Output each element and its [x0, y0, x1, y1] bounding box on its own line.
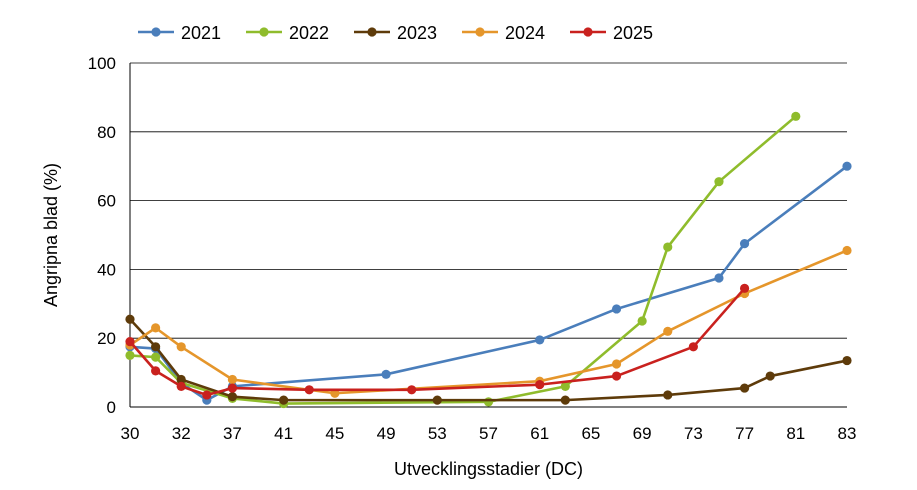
legend-label: 2023 [397, 23, 437, 43]
x-tick-label: 83 [838, 424, 857, 443]
data-point [765, 371, 775, 381]
series-2023 [125, 314, 852, 405]
data-point [714, 177, 724, 187]
x-tick-label: 37 [223, 424, 242, 443]
data-point [125, 350, 135, 360]
data-point [279, 395, 289, 405]
data-point [407, 385, 417, 395]
x-tick-label: 53 [428, 424, 447, 443]
data-point [688, 342, 698, 352]
series-layer [125, 111, 852, 409]
y-tick-label: 40 [97, 260, 116, 279]
data-point [739, 283, 750, 293]
series-2024 [125, 245, 852, 398]
data-point [611, 304, 622, 314]
series-line [129, 115, 797, 405]
legend: 2021 2022 2023 2024 2025 [138, 23, 653, 43]
data-point [432, 395, 442, 405]
legend-item: 2024 [462, 23, 545, 43]
series-2021 [125, 161, 852, 405]
series-line [129, 165, 848, 402]
legend-item: 2021 [138, 23, 221, 43]
axes: 0 20 40 60 80 100 30 32 37 41 45 49 53 57 61 65 69 73 77 81… [88, 54, 857, 443]
x-axis-title: Utvecklingsstadier (DC) [394, 459, 583, 479]
x-tick-label: 41 [274, 424, 293, 443]
gridlines [130, 62, 847, 408]
y-tick-label: 60 [97, 192, 116, 211]
data-point [202, 390, 212, 400]
x-tick-label: 57 [479, 424, 498, 443]
data-point [535, 380, 545, 390]
legend-label: 2021 [181, 23, 221, 43]
legend-item: 2023 [354, 23, 437, 43]
data-point [483, 397, 494, 407]
data-point [304, 385, 314, 395]
y-tick-label: 80 [97, 123, 116, 142]
data-point [611, 359, 622, 369]
data-point [227, 392, 238, 402]
data-point [739, 239, 750, 249]
data-point [842, 355, 852, 366]
y-tick-label: 100 [88, 54, 116, 73]
data-point [637, 316, 647, 326]
x-tick-label: 77 [735, 424, 754, 443]
data-point [791, 111, 801, 121]
data-point [714, 273, 724, 283]
legend-label: 2024 [505, 23, 545, 43]
data-point [842, 245, 852, 256]
y-tick-label: 20 [97, 329, 116, 348]
data-point [227, 374, 238, 385]
data-point [663, 390, 673, 400]
y-tick-label: 0 [107, 398, 116, 417]
legend-swatch-marker [367, 27, 377, 37]
x-tick-label: 45 [325, 424, 344, 443]
legend-item: 2022 [246, 23, 329, 43]
legend-swatch-marker [583, 27, 593, 37]
data-point [381, 369, 391, 379]
legend-swatch-marker [475, 27, 485, 37]
series-line [129, 249, 848, 395]
data-point [227, 383, 238, 393]
data-point [151, 352, 161, 362]
x-tick-label: 69 [633, 424, 652, 443]
legend-item: 2025 [570, 23, 653, 43]
series-2022 [125, 111, 801, 409]
x-tick-label: 81 [786, 424, 805, 443]
y-axis-title: Angripna blad (%) [41, 163, 61, 307]
legend-swatch-marker [151, 27, 161, 37]
data-point [739, 383, 750, 393]
data-point [151, 366, 161, 376]
data-point [535, 335, 545, 345]
data-point [560, 381, 570, 391]
data-point [125, 314, 135, 324]
x-tick-label: 61 [530, 424, 549, 443]
data-point [611, 371, 622, 381]
x-tick-label: 32 [172, 424, 191, 443]
data-point [176, 342, 186, 352]
data-point [151, 342, 161, 352]
series-2025 [125, 283, 750, 400]
data-point [842, 161, 852, 171]
legend-label: 2022 [289, 23, 329, 43]
x-tick-label: 73 [684, 424, 703, 443]
data-point [176, 381, 186, 391]
legend-swatch-marker [259, 27, 269, 37]
data-point [176, 374, 186, 385]
x-tick-label: 65 [581, 424, 600, 443]
data-point [560, 395, 570, 405]
x-tick-label: 49 [377, 424, 396, 443]
data-point [151, 323, 161, 333]
data-point [663, 242, 673, 252]
legend-label: 2025 [613, 23, 653, 43]
data-point [125, 337, 135, 347]
data-point [663, 326, 673, 336]
x-tick-label: 30 [121, 424, 140, 443]
